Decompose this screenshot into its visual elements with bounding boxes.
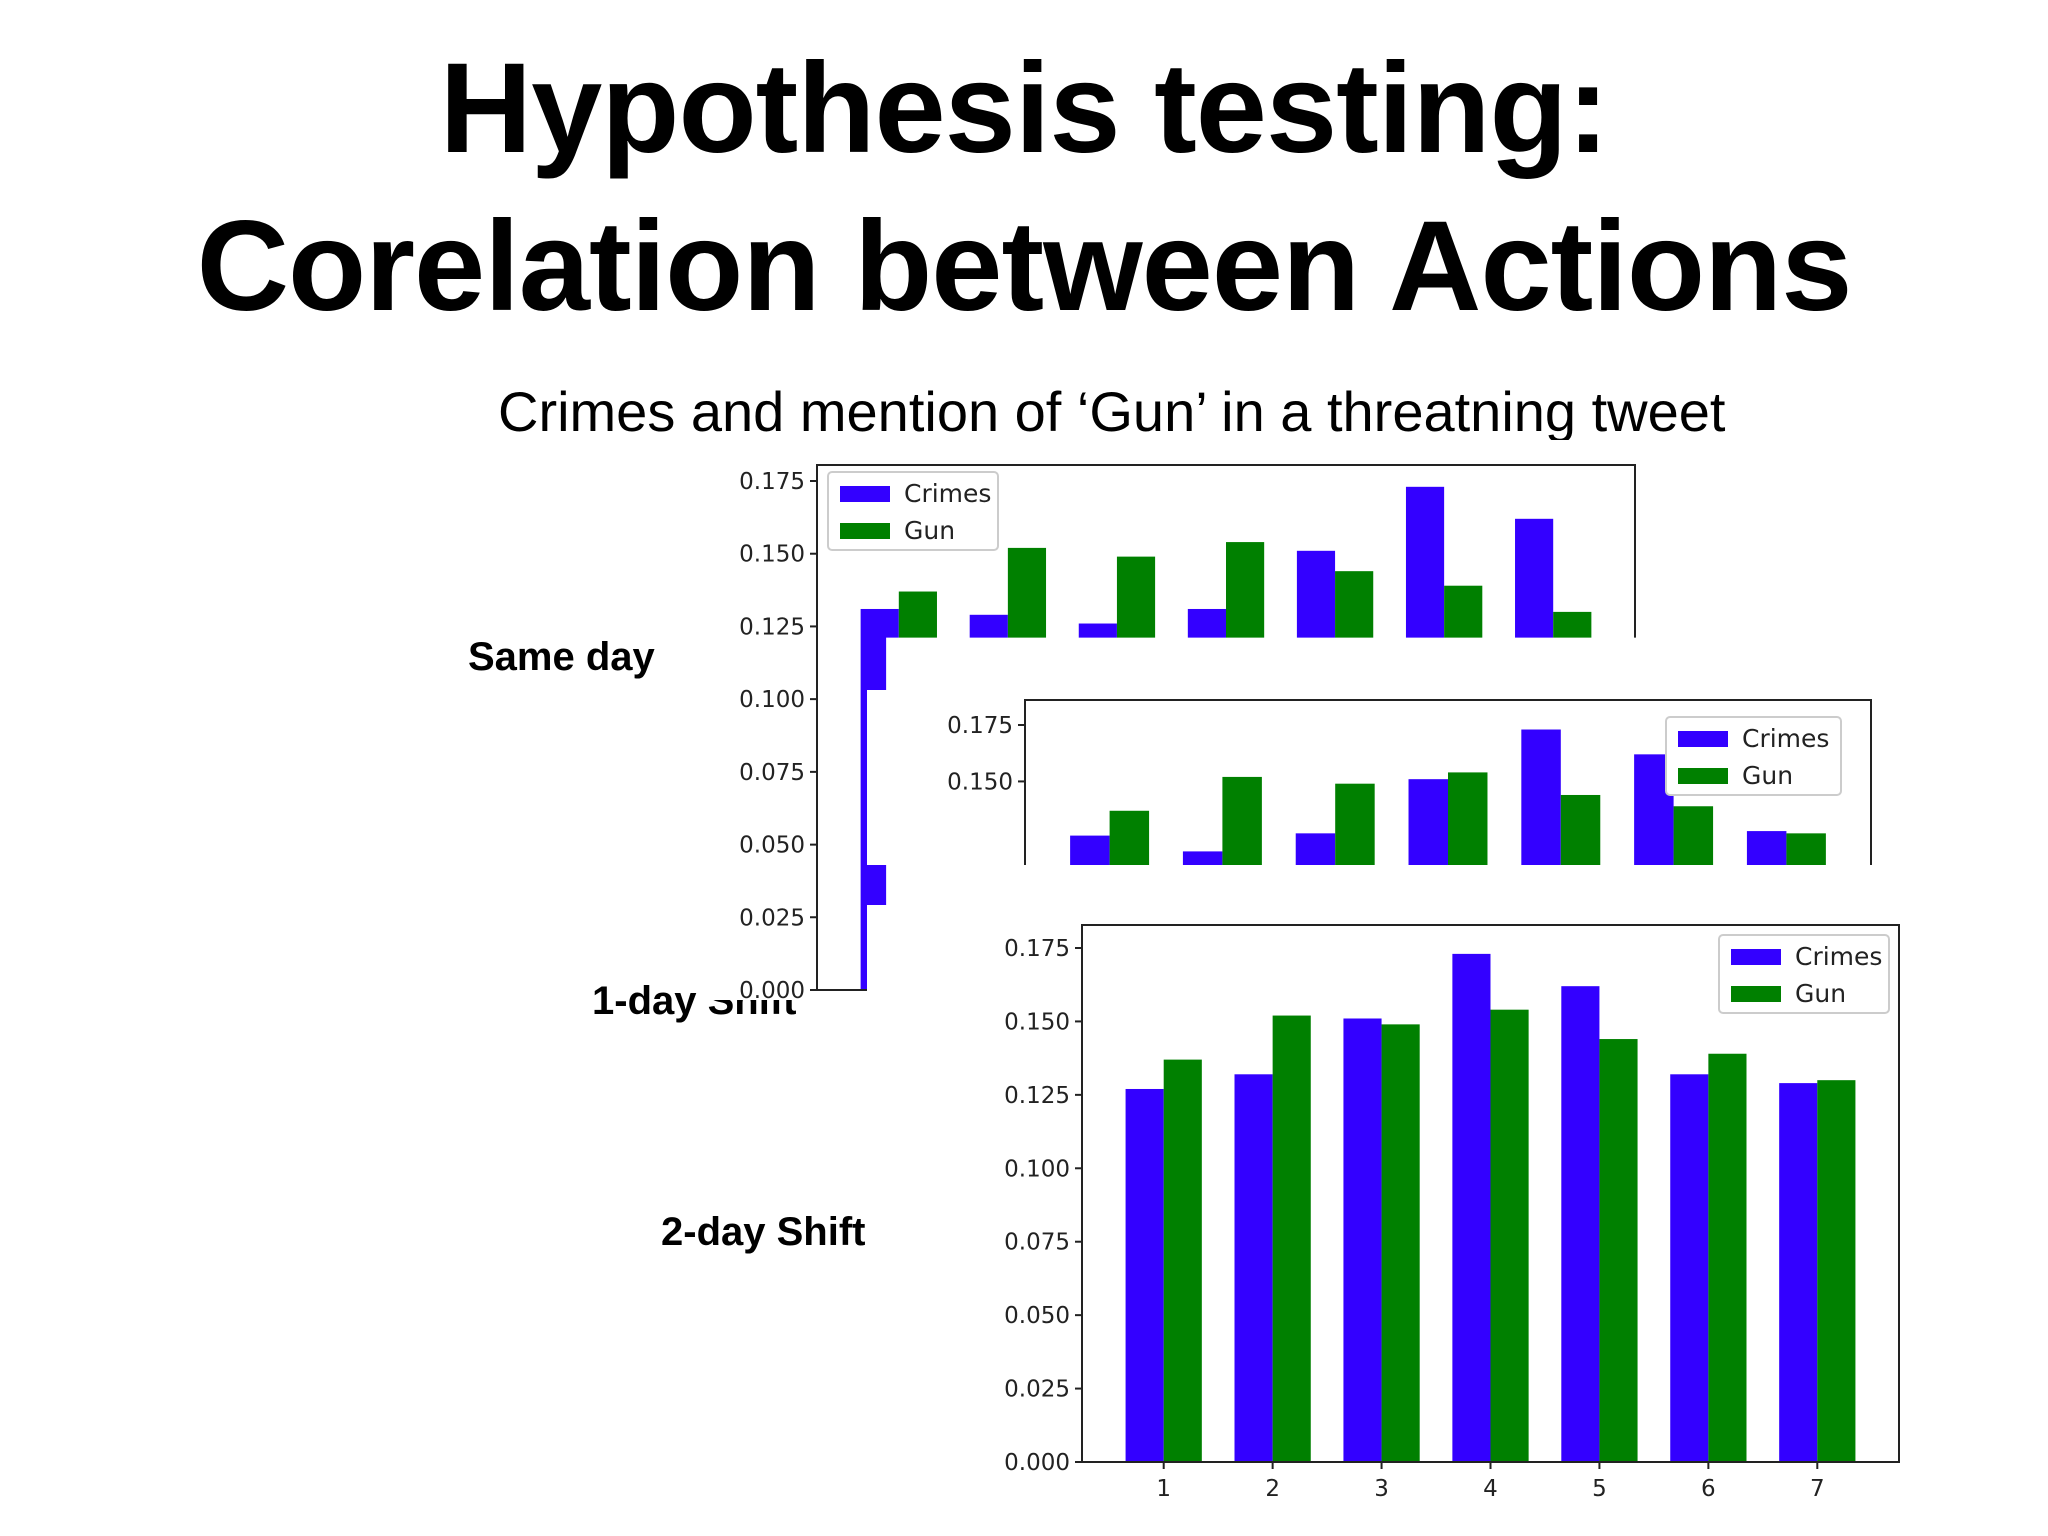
y-tick-label: 0.125 <box>1004 1083 1070 1109</box>
x-tick-label: 3 <box>1374 1476 1389 1502</box>
bar-gun-2 <box>1222 776 1262 865</box>
label-same-day: Same day <box>468 635 655 679</box>
title-line-2: Corelation between Actions <box>196 195 1853 338</box>
x-tick-label: 7 <box>1810 1476 1825 1502</box>
legend-swatch-crimes <box>1731 949 1781 965</box>
bar-gun-3 <box>1381 1024 1420 1462</box>
y-tick-label: 0.025 <box>1004 1377 1070 1403</box>
bar-crimes-4 <box>1408 779 1448 865</box>
y-tick-label: 0.175 <box>1004 936 1070 962</box>
bar-gun-7 <box>1786 833 1826 865</box>
legend-label-gun: Gun <box>1795 979 1846 1008</box>
label-2-day-shift: 2-day Shift <box>661 1210 866 1254</box>
y-tick-label: 0.050 <box>1004 1303 1070 1329</box>
chart-1-day-shift: 0.175 0.150 Crimes Gun <box>947 699 1872 865</box>
bar-crimes-7 <box>1746 831 1787 865</box>
bar-gun-5 <box>1560 794 1601 865</box>
x-tick-label: 5 <box>1592 1476 1607 1502</box>
legend-swatch-gun <box>1731 986 1781 1002</box>
y-tick-label: 0.150 <box>947 769 1013 795</box>
bar-gun-2 <box>1272 1015 1311 1462</box>
slide-title: Hypothesis testing: Corelation between A… <box>0 30 2048 346</box>
bar-gun-1 <box>1163 1059 1202 1462</box>
bar-gun-5 <box>1599 1039 1638 1462</box>
y-tick-label: 0.075 <box>1004 1230 1070 1256</box>
y-tick-label: 0.125 <box>739 614 805 640</box>
bar-crimes-2 <box>1234 1074 1273 1462</box>
y-tick-label: 0.175 <box>739 469 805 495</box>
legend-swatch-crimes <box>840 486 890 502</box>
y-tick-label: 0.075 <box>739 760 805 786</box>
bar-crimes-2 <box>1182 851 1223 865</box>
bar-crimes-6 <box>1670 1074 1709 1462</box>
chart-2-day-shift: 0.000 0.025 0.050 0.075 0.100 0.125 0.150 0.175… <box>1004 924 1900 1502</box>
bar-crimes-3 <box>1343 1018 1382 1462</box>
chart-panel-1-day-shift: 0.175 0.150 Crimes Gun <box>867 690 1887 865</box>
x-tick-label: 1 <box>1156 1476 1171 1502</box>
axes-frame <box>1024 699 1872 865</box>
title-line-1: Hypothesis testing: <box>439 37 1610 180</box>
legend-swatch-gun <box>1678 768 1728 784</box>
legend-label-gun: Gun <box>1742 761 1793 790</box>
y-tick-label: 0.150 <box>1004 1009 1070 1035</box>
x-tick-label: 2 <box>1265 1476 1280 1502</box>
bar-gun-1 <box>1109 810 1150 865</box>
y-tick-label: 0.100 <box>1004 1156 1070 1182</box>
y-tick-label: 0.000 <box>739 978 805 1000</box>
bar-crimes-3 <box>1295 833 1336 865</box>
y-tick-label: 0.100 <box>739 687 805 713</box>
chart-panel-2-day-shift: 0.000 0.025 0.050 0.075 0.100 0.125 0.150 0.175… <box>867 905 1907 1505</box>
bar-gun-3 <box>1335 783 1375 865</box>
y-tick-label: 0.025 <box>739 905 805 931</box>
legend-label-crimes: Crimes <box>904 479 991 508</box>
y-tick-label: 0.000 <box>1004 1450 1070 1476</box>
bar-gun-6 <box>1708 1053 1747 1462</box>
legend-swatch-gun <box>840 523 890 539</box>
bar-crimes-5 <box>1521 729 1561 865</box>
bar-gun-4 <box>1448 772 1488 865</box>
legend-label-crimes: Crimes <box>1742 724 1829 753</box>
bar-crimes-5 <box>1561 986 1600 1462</box>
bar-gun-6 <box>1673 806 1714 865</box>
chart-subtitle: Crimes and mention of ‘Gun’ in a threatn… <box>498 380 1726 443</box>
legend-swatch-crimes <box>1678 731 1728 747</box>
bar-crimes-7 <box>1779 1083 1818 1462</box>
bar-crimes-1 <box>1070 835 1110 865</box>
bar-crimes-4 <box>1452 953 1491 1462</box>
bar-gun-7 <box>1817 1080 1856 1462</box>
y-tick-label: 0.150 <box>739 542 805 568</box>
x-tick-label: 4 <box>1483 1476 1498 1502</box>
x-tick-label: 6 <box>1701 1476 1716 1502</box>
bar-crimes-1 <box>1125 1088 1164 1462</box>
legend-label-gun: Gun <box>904 516 955 545</box>
legend-label-crimes: Crimes <box>1795 942 1882 971</box>
y-tick-label: 0.050 <box>739 833 805 859</box>
y-tick-label: 0.175 <box>947 713 1013 739</box>
bar-gun-4 <box>1490 1009 1529 1462</box>
